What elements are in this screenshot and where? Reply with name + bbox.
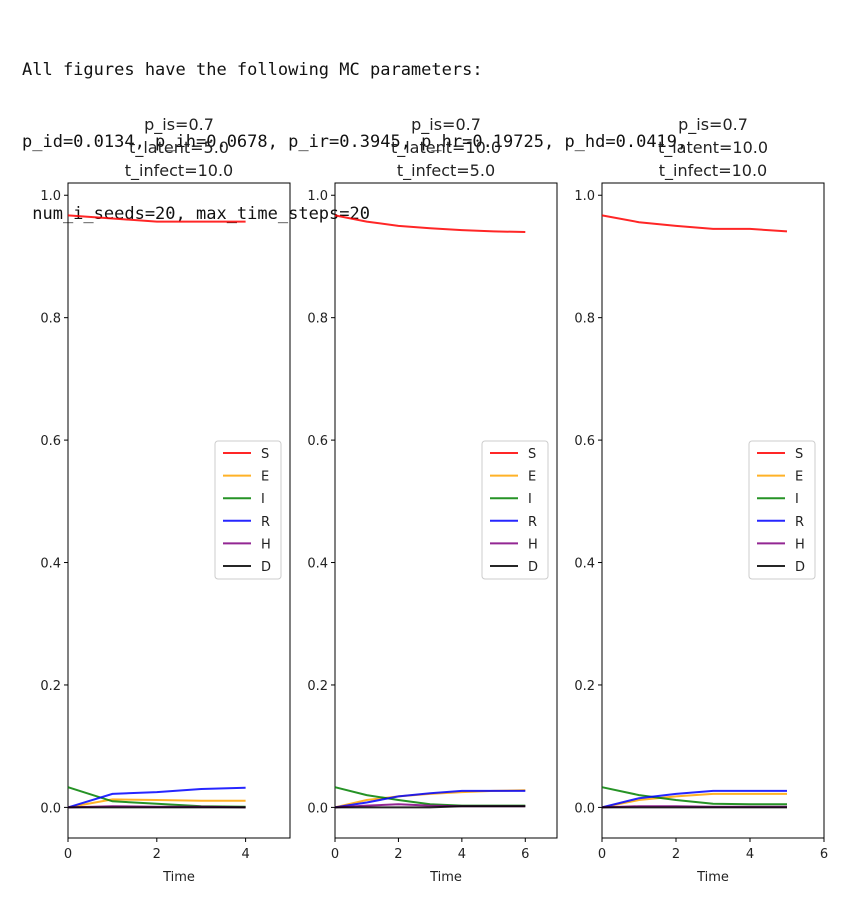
legend-label-E: E (261, 470, 269, 485)
x-tick-label: 4 (458, 847, 466, 862)
chart-panel-1: p_is=0.7 t_latent=5.0 t_infect=10.0 0.0 0.2 0… (40, 115, 291, 885)
series-line-R (67, 786, 246, 809)
legend-label-I: I (261, 492, 265, 507)
x-axis-label: Time (162, 870, 195, 885)
y-tick-label: 0.0 (307, 801, 328, 816)
y-tick-label: 0.8 (574, 312, 595, 327)
legend-label-E: E (795, 470, 803, 485)
series-line-S (601, 214, 788, 233)
y-tick-label: 0.2 (40, 679, 61, 694)
x-axis-label: Time (429, 870, 462, 885)
legend-label-S: S (795, 447, 803, 462)
y-tick-label: 1.0 (40, 189, 61, 204)
chart-panel-2: p_is=0.7 t_latent=10.0 t_infect=5.0 0.0 0.2 0… (307, 115, 558, 885)
series-line-E (601, 792, 787, 809)
series-line-R (334, 789, 526, 809)
y-tick-label: 0.8 (307, 312, 328, 327)
chart-title-line: p_is=0.7 (678, 115, 748, 135)
x-tick-label: 4 (746, 847, 754, 862)
series-line-R (601, 789, 787, 809)
x-tick-label: 2 (672, 847, 680, 862)
x-tick-label: 0 (331, 847, 339, 862)
chart-title-line: p_is=0.7 (411, 115, 481, 135)
parameters-header: All figures have the following MC parame… (22, 10, 687, 250)
y-tick-label: 0.2 (307, 679, 328, 694)
y-tick-label: 0.6 (40, 434, 61, 449)
legend-label-I: I (528, 492, 532, 507)
y-tick-label: 0.0 (574, 801, 595, 816)
chart-title-line: t_infect=10.0 (659, 161, 767, 181)
header-line-2: p_id=0.0134, p_ih=0.0678, p_ir=0.3945, p… (22, 132, 688, 152)
legend-box (748, 440, 816, 580)
legend-label-I: I (795, 492, 799, 507)
y-tick-label: 0.6 (574, 434, 595, 449)
legend-label-H: H (528, 537, 538, 552)
y-tick-label: 0.6 (307, 434, 328, 449)
header-line-1: All figures have the following MC parame… (22, 60, 483, 80)
plot-frame (67, 182, 291, 839)
series-line-I (67, 786, 246, 808)
chart-title-line: p_is=0.7 (144, 115, 214, 135)
y-tick-label: 1.0 (574, 189, 595, 204)
legend-label-R: R (795, 515, 804, 530)
legend-label-D: D (795, 560, 805, 575)
legend-label-S: S (261, 447, 269, 462)
legend-box (481, 440, 549, 580)
x-tick-label: 0 (598, 847, 606, 862)
chart-panel-3: p_is=0.7 t_latent=10.0 t_infect=10.0 0.0 0.2… (574, 115, 828, 885)
legend-label-D: D (261, 560, 271, 575)
legend-label-D: D (528, 560, 538, 575)
x-axis-label: Time (696, 870, 729, 885)
legend-label-H: H (261, 537, 271, 552)
legend-label-R: R (528, 515, 537, 530)
legend-label-E: E (528, 470, 536, 485)
series-line-S (67, 214, 246, 223)
y-tick-label: 0.8 (40, 312, 61, 327)
x-tick-label: 2 (394, 847, 402, 862)
x-tick-label: 4 (241, 847, 249, 862)
chart-title-line: t_infect=5.0 (397, 161, 495, 181)
y-tick-label: 0.4 (574, 557, 595, 572)
x-tick-label: 0 (64, 847, 72, 862)
legend-box (214, 440, 282, 580)
x-tick-label: 6 (521, 847, 529, 862)
chart-title-line: t_latent=10.0 (391, 138, 501, 158)
y-tick-label: 0.0 (40, 801, 61, 816)
y-tick-label: 0.4 (40, 557, 61, 572)
x-tick-label: 2 (153, 847, 161, 862)
legend-label-S: S (528, 447, 536, 462)
header-line-3: num_i_seeds=20, max_time_steps=20 (22, 204, 370, 224)
chart-title-line: t_latent=5.0 (129, 138, 229, 158)
x-tick-label: 6 (820, 847, 828, 862)
series-line-S (334, 214, 526, 233)
y-tick-label: 0.2 (574, 679, 595, 694)
y-tick-label: 0.4 (307, 557, 328, 572)
legend-label-H: H (795, 537, 805, 552)
chart-title-line: t_latent=10.0 (658, 138, 768, 158)
plot-frame (334, 182, 558, 839)
series-line-E (67, 798, 246, 809)
y-tick-label: 1.0 (307, 189, 328, 204)
chart-title-line: t_infect=10.0 (125, 161, 233, 181)
legend-label-R: R (261, 515, 270, 530)
plot-frame (601, 182, 825, 839)
series-line-I (601, 786, 787, 806)
series-line-D (335, 805, 526, 809)
